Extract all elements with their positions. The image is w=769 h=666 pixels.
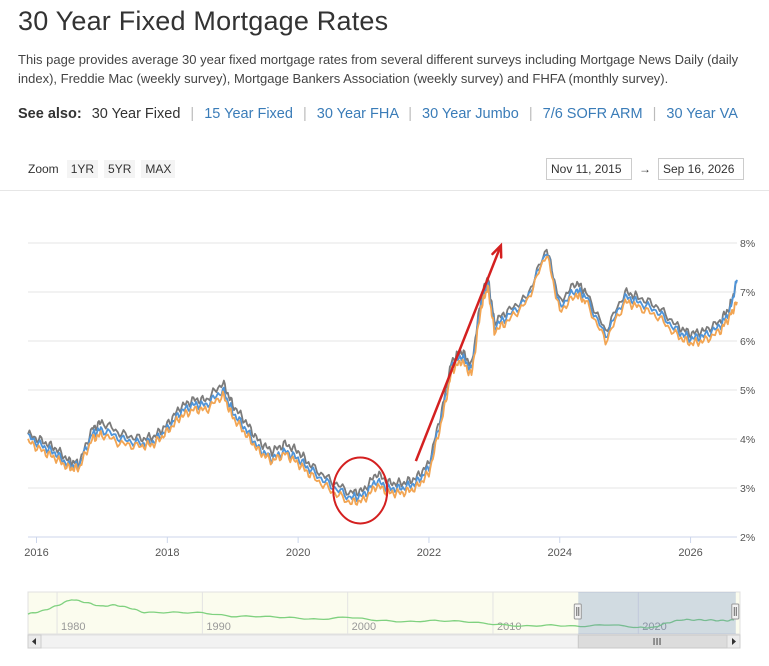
y-tick-label: 7% — [740, 287, 755, 299]
zoom-controls: Zoom 1YR 5YR MAX — [28, 160, 181, 178]
link-15-year-fixed[interactable]: 15 Year Fixed — [204, 106, 293, 122]
annotation-arrow-head — [491, 242, 503, 259]
series-line-gray — [27, 248, 738, 497]
y-tick-label: 6% — [740, 336, 755, 348]
navigator-tick-label: 1980 — [61, 621, 85, 633]
series-line-blue — [27, 253, 738, 503]
divider: | — [408, 106, 412, 122]
divider: | — [528, 106, 533, 122]
divider: | — [302, 106, 307, 122]
y-tick-label: 8% — [740, 238, 755, 250]
y-tick-label: 4% — [740, 434, 755, 446]
link-30-year-jumbo[interactable]: 30 Year Jumbo — [422, 106, 519, 122]
navigator-tick-label: 2000 — [352, 621, 376, 633]
y-tick-label: 2% — [740, 532, 755, 544]
x-tick-label: 2020 — [286, 547, 310, 559]
navigator-tick-label: 1990 — [206, 621, 230, 633]
mortgage-rate-chart: 2% 3% 4% 5% 6% 7% 8% 2016 2018 2020 2022 2024 2026 — [0, 190, 769, 559]
arrow-right-icon — [732, 638, 736, 645]
x-tick-label: 2022 — [417, 547, 441, 559]
divider: | — [652, 106, 657, 122]
page-description: This page provides average 30 year fixed… — [18, 52, 739, 86]
navigator-selected-range — [578, 592, 736, 634]
range-separator: → — [639, 162, 651, 176]
x-tick-label: 2016 — [24, 547, 48, 559]
page-title: 30 Year Fixed Mortgage Rates — [18, 6, 389, 36]
y-tick-label: 5% — [740, 385, 755, 397]
navigator-right-handle — [731, 603, 740, 620]
zoom-label: Zoom — [28, 162, 59, 176]
y-tick-label: 3% — [740, 483, 755, 495]
see-also-current: 30 Year Fixed — [91, 106, 181, 122]
x-tick-label: 2024 — [548, 547, 572, 559]
navigator-left-handle — [573, 603, 582, 620]
divider: | — [190, 106, 195, 122]
link-30-year-va[interactable]: 30 Year VA — [666, 106, 738, 122]
link-7-6-sofr-arm[interactable]: 7/6 SOFR ARM — [542, 106, 643, 122]
x-tick-label: 2018 — [155, 547, 179, 559]
date-range: → — [546, 158, 744, 180]
series-line-orange — [27, 255, 738, 506]
chart-navigator[interactable]: 19801990200020102020 — [0, 588, 769, 650]
range-from-input[interactable] — [546, 158, 632, 180]
zoom-max-button[interactable]: MAX — [141, 160, 176, 178]
footer-partial-text: … … … — [330, 657, 373, 666]
x-tick-label: 2026 — [678, 547, 702, 559]
see-also-label: See also: — [18, 106, 82, 122]
arrow-left-icon — [32, 638, 36, 645]
link-30-year-fha[interactable]: 30 Year FHA — [316, 106, 399, 122]
zoom-5yr-button[interactable]: 5YR — [104, 160, 136, 178]
navigator-tick-label: 2010 — [497, 621, 521, 633]
annotation-red-circle — [332, 456, 389, 525]
zoom-1yr-button[interactable]: 1YR — [66, 160, 99, 178]
see-also-nav: See also: 30 Year Fixed | 15 Year Fixed … — [18, 106, 738, 122]
annotation-red-arrow — [414, 244, 503, 462]
range-to-input[interactable] — [658, 158, 744, 180]
navigator-series-line — [27, 599, 735, 629]
